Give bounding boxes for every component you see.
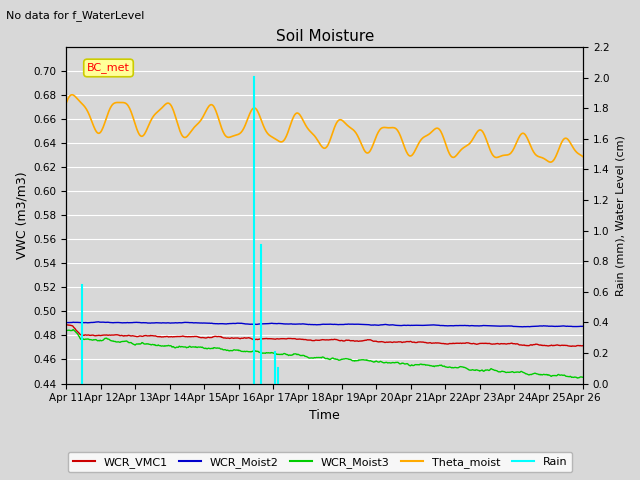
- Line: WCR_Moist3: WCR_Moist3: [67, 330, 583, 378]
- Theta_moist: [388, 125, 396, 131]
- WCR_Moist2: [388, 322, 396, 328]
- WCR_Moist2: [403, 323, 411, 328]
- Theta_moist: [403, 150, 411, 156]
- WCR_VMC1: [388, 339, 396, 345]
- WCR_VMC1: [64, 322, 72, 328]
- WCR_Moist2: [95, 319, 102, 325]
- Theta_moist: [579, 154, 587, 160]
- Y-axis label: VWC (m3/m3): VWC (m3/m3): [15, 171, 28, 259]
- WCR_Moist2: [126, 320, 134, 325]
- Text: BC_met: BC_met: [87, 62, 130, 73]
- Theta_moist: [126, 106, 134, 111]
- WCR_VMC1: [205, 335, 213, 340]
- Legend: WCR_VMC1, WCR_Moist2, WCR_Moist3, Theta_moist, Rain: WCR_VMC1, WCR_Moist2, WCR_Moist3, Theta_…: [68, 452, 572, 472]
- WCR_VMC1: [63, 323, 70, 328]
- Theta_moist: [72, 95, 80, 101]
- Line: Theta_moist: Theta_moist: [67, 95, 583, 162]
- WCR_Moist3: [63, 327, 70, 333]
- WCR_Moist2: [63, 320, 70, 325]
- Text: No data for f_WaterLevel: No data for f_WaterLevel: [6, 10, 145, 21]
- WCR_Moist3: [388, 360, 396, 366]
- WCR_Moist2: [579, 324, 587, 329]
- Y-axis label: Rain (mm), Water Level (cm): Rain (mm), Water Level (cm): [615, 135, 625, 296]
- WCR_Moist3: [72, 330, 80, 336]
- WCR_Moist3: [69, 327, 77, 333]
- WCR_VMC1: [179, 334, 186, 339]
- WCR_Moist2: [72, 320, 79, 325]
- WCR_Moist3: [403, 361, 411, 367]
- X-axis label: Time: Time: [309, 409, 340, 422]
- WCR_VMC1: [72, 328, 80, 334]
- WCR_Moist3: [205, 346, 213, 351]
- WCR_Moist3: [573, 375, 581, 381]
- Theta_moist: [63, 100, 70, 106]
- WCR_Moist3: [579, 374, 587, 380]
- WCR_Moist2: [518, 324, 526, 330]
- WCR_VMC1: [568, 344, 575, 349]
- WCR_VMC1: [579, 343, 587, 348]
- WCR_VMC1: [403, 339, 411, 345]
- Theta_moist: [547, 159, 555, 165]
- Theta_moist: [68, 92, 76, 97]
- Theta_moist: [205, 103, 213, 108]
- WCR_Moist3: [126, 340, 134, 346]
- WCR_Moist2: [205, 320, 213, 326]
- WCR_VMC1: [126, 333, 134, 338]
- WCR_Moist3: [179, 344, 186, 349]
- Title: Soil Moisture: Soil Moisture: [276, 29, 374, 44]
- WCR_Moist2: [179, 320, 186, 325]
- Theta_moist: [179, 132, 186, 138]
- Line: WCR_Moist2: WCR_Moist2: [67, 322, 583, 327]
- Line: WCR_VMC1: WCR_VMC1: [67, 325, 583, 347]
